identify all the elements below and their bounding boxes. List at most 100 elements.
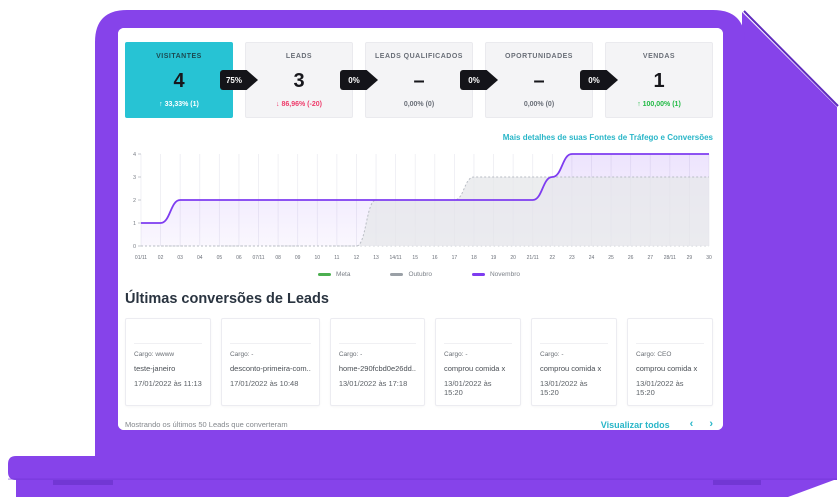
metric-delta: 0,00% (0) [523,101,555,108]
svg-text:24: 24 [589,255,595,261]
lead-datetime: 13/01/2022 às 15:20 [540,379,588,397]
svg-text:03: 03 [177,255,183,261]
conversion-rate: 0% [468,75,480,85]
funnel-card-leads-qualificados[interactable]: LEADS QUALIFICADOS – 0,00% (0) [365,42,473,118]
legend-label: Novembro [489,271,520,278]
metric-delta: ↑ 100,00% (1) [637,101,681,108]
lead-card-divider [338,326,416,344]
svg-text:05: 05 [217,255,223,261]
svg-text:20: 20 [510,255,516,261]
metric-delta: 0,00% (0) [403,101,435,108]
svg-text:06: 06 [236,255,242,261]
lead-card-divider [229,326,311,344]
svg-text:14/11: 14/11 [390,255,402,261]
lead-card[interactable]: Cargo: CEO comprou comida x 13/01/2022 à… [627,318,713,406]
svg-text:21/11: 21/11 [527,255,539,261]
svg-text:4: 4 [133,152,136,158]
conversion-arrow-badge: 0% [460,70,498,90]
funnel-card-leads[interactable]: LEADS 3 ↓ 86,96% (-20) [245,42,353,118]
dashboard: VISITANTES 4 ↑ 33,33% (1) 75% LEADS 3 ↓ … [118,28,723,430]
leads-footer: Mostrando os últimos 50 Leads que conver… [125,419,713,430]
svg-text:0: 0 [133,244,136,250]
svg-text:29: 29 [687,255,693,261]
lead-cargo: Cargo: CEO [636,351,672,358]
leads-footer-actions: Visualizar todos ‹ › [601,419,713,430]
svg-text:10: 10 [314,255,320,261]
lead-card-divider [134,326,202,344]
svg-text:30: 30 [706,255,712,261]
traffic-details-row: Mais detalhes de suas Fontes de Tráfego … [125,127,713,145]
legend-item-meta[interactable]: Meta [318,271,350,278]
svg-text:2: 2 [133,198,136,204]
conversion-rate: 0% [588,75,600,85]
metric-title: LEADS [285,53,313,60]
metric-title: VISITANTES [156,53,202,60]
conversion-arrow-badge: 75% [220,70,258,90]
lead-datetime: 13/01/2022 às 17:18 [338,379,408,388]
conversion-rate: 75% [225,75,242,85]
legend-item-novembro[interactable]: Novembro [471,271,520,278]
lead-card-divider [444,326,512,344]
svg-text:07/11: 07/11 [252,255,264,261]
lead-datetime: 13/01/2022 às 15:20 [444,379,492,397]
lead-cargo: Cargo: - [338,351,363,358]
conversions-chart: 0 1 2 3 4 01/11 02 03 04 05 06 07/11 08 09 10 11 12 13 14/… [125,148,713,278]
legend-item-outubro[interactable]: Outubro [390,271,432,278]
lead-card[interactable]: Cargo: - home-290fcbd0e26dd.. 13/01/2022… [329,318,425,406]
lead-conversion-name: teste-janeiro [134,364,176,373]
metric-title: VENDAS [642,53,676,60]
lead-cargo: Cargo: - [540,351,564,358]
conversion-arrow-badge: 0% [580,70,618,90]
laptop-foot-notch-right [713,480,761,485]
lead-conversion-name: comprou comida x [540,364,602,373]
metric-value: – [533,69,545,92]
lead-card[interactable]: Cargo: wwww teste-janeiro 17/01/2022 às … [125,318,211,406]
traffic-details-link[interactable]: Mais detalhes de suas Fontes de Tráfego … [502,133,713,142]
prev-page-icon[interactable]: ‹ [689,418,694,430]
next-page-icon[interactable]: › [709,418,713,430]
svg-text:23: 23 [569,255,575,261]
view-all-link[interactable]: Visualizar todos [600,419,670,430]
legend-swatch [471,273,485,276]
funnel-card-vendas[interactable]: VENDAS 1 ↑ 100,00% (1) [605,42,713,118]
svg-text:3: 3 [133,175,136,181]
metric-value: 1 [653,69,665,92]
lead-conversion-name: comprou comida x [444,364,506,373]
lead-conversion-name: comprou comida x [636,364,698,373]
leads-section-title: Últimas conversões de Leads [125,291,329,307]
chart-legend: Meta Outubro Novembro [125,271,713,278]
metric-delta: ↓ 86,96% (-20) [276,101,322,108]
lead-conversion-name: desconto-primeira-com.. [229,364,311,373]
svg-text:25: 25 [608,255,614,261]
svg-text:09: 09 [295,255,301,261]
lead-datetime: 17/01/2022 às 11:13 [134,379,202,388]
funnel-card-visitantes[interactable]: VISITANTES 4 ↑ 33,33% (1) [125,42,233,118]
lead-card[interactable]: Cargo: - desconto-primeira-com.. 17/01/2… [220,318,320,406]
laptop-base-seam [8,478,837,480]
metric-title: OPORTUNIDADES [505,53,573,60]
svg-text:11: 11 [334,255,339,261]
svg-text:1: 1 [133,221,136,227]
svg-text:19: 19 [491,255,497,261]
legend-label: Outubro [408,271,432,278]
funnel-metrics: VISITANTES 4 ↑ 33,33% (1) 75% LEADS 3 ↓ … [125,42,713,118]
laptop-side-edge [743,10,839,107]
lead-datetime: 17/01/2022 às 10:48 [229,379,299,388]
lead-conversion-name: home-290fcbd0e26dd.. [338,364,416,373]
laptop-base-bottom [16,480,834,497]
metric-title: LEADS QUALIFICADOS [375,53,463,60]
svg-text:02: 02 [158,255,164,261]
conversion-rate: 0% [348,75,360,85]
svg-text:26: 26 [628,255,634,261]
svg-text:22: 22 [550,255,556,261]
legend-swatch [390,273,404,276]
lead-card[interactable]: Cargo: - comprou comida x 13/01/2022 às … [435,318,521,406]
lead-pager: ‹ › [690,419,713,430]
lead-card[interactable]: Cargo: - comprou comida x 13/01/2022 às … [531,318,617,406]
svg-text:08: 08 [275,255,281,261]
conversion-arrow-badge: 0% [340,70,378,90]
funnel-card-oportunidades[interactable]: OPORTUNIDADES – 0,00% (0) [485,42,593,118]
laptop-base [8,456,837,480]
metric-value: 4 [173,69,185,92]
